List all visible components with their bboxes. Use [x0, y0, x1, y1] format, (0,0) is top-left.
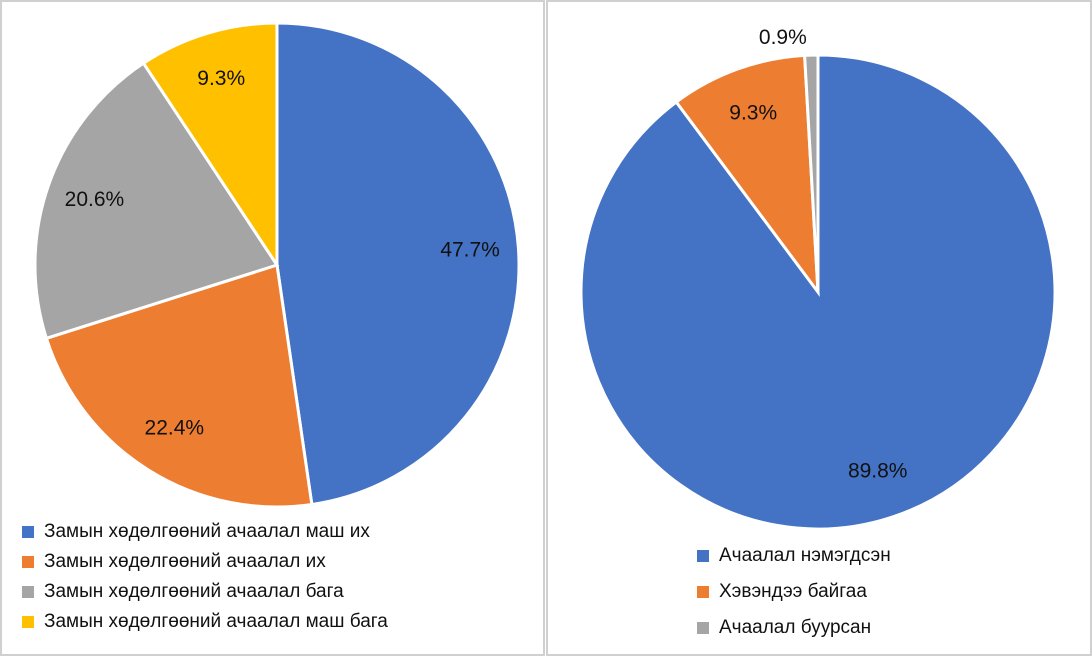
pie-slice	[803, 53, 820, 293]
legend-swatch	[22, 616, 34, 628]
legend-swatch	[22, 556, 34, 568]
data-label: 0.9%	[759, 26, 807, 49]
legend-label: Замын хөдөлгөөний ачаалал маш бага	[44, 611, 388, 632]
legend-label: Замын хөдөлгөөний ачаалал бага	[44, 581, 344, 602]
pie-slice	[275, 21, 521, 507]
data-label: 9.3%	[729, 101, 777, 124]
data-label: 89.8%	[848, 459, 908, 482]
panel-frame	[0, 0, 545, 656]
legend-swatch	[22, 586, 34, 598]
legend-label: Ачаалал нэмэгдсэн	[719, 545, 891, 566]
legend-swatch	[22, 526, 34, 538]
legend-swatch	[697, 586, 709, 598]
legend-label: Замын хөдөлгөөний ачаалал их	[44, 551, 326, 572]
legend-label: Хэвэндээ байгаа	[719, 581, 867, 602]
legend-label: Замын хөдөлгөөний ачаалал маш их	[44, 521, 370, 542]
pie-slice	[141, 21, 279, 270]
pie-slice	[33, 61, 280, 341]
data-label: 22.4%	[145, 417, 205, 440]
data-label: 47.7%	[440, 239, 500, 262]
data-label: 9.3%	[197, 67, 245, 90]
panel-frame	[546, 0, 1092, 656]
pie-slice	[674, 53, 820, 297]
legend-label: Ачаалал буурсан	[719, 617, 871, 638]
pie-slice	[44, 263, 314, 509]
legend-swatch	[697, 622, 709, 634]
data-label: 20.6%	[65, 188, 125, 211]
legend-swatch	[697, 550, 709, 562]
